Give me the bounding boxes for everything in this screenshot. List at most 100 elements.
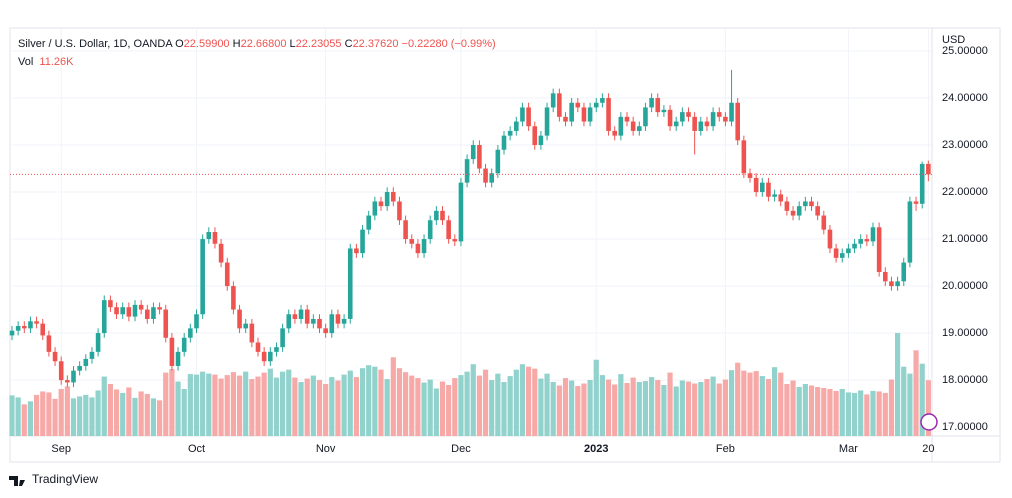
- volume-bar: [870, 390, 876, 436]
- candle-body: [34, 321, 39, 324]
- candle-body: [876, 227, 882, 272]
- volume-bar: [685, 381, 692, 436]
- candle-body: [569, 102, 574, 122]
- volume-bar: [612, 384, 618, 436]
- candle-body: [89, 351, 95, 359]
- candle-body: [833, 248, 839, 258]
- field-value: 22.66800: [240, 38, 287, 50]
- candles: [9, 69, 932, 388]
- candle-body: [926, 163, 931, 175]
- candle-body: [772, 194, 777, 197]
- candle-body: [600, 98, 605, 103]
- candle-body: [15, 326, 21, 331]
- chart-frame: [9, 27, 1001, 463]
- candle-body: [710, 112, 716, 127]
- candle-body: [218, 243, 224, 263]
- volume-bar: [267, 368, 273, 436]
- candle-body: [415, 243, 421, 254]
- volume-bar: [433, 388, 439, 436]
- volume-bar: [15, 397, 21, 436]
- field-value: 22.59900: [183, 38, 230, 50]
- candle-body: [716, 112, 722, 117]
- field-label: C: [344, 38, 353, 50]
- volume-bar: [790, 380, 796, 436]
- volume-bar: [716, 383, 722, 436]
- symbol-title: Silver / U.S. Dollar, 1D, OANDA: [18, 38, 173, 50]
- volume-label: Vol: [18, 56, 34, 68]
- volume-bar: [532, 368, 538, 436]
- volume-bar: [298, 382, 304, 436]
- candle-body: [323, 328, 328, 334]
- volume-bar: [605, 379, 612, 436]
- candle-body: [624, 116, 630, 122]
- volume-bar: [772, 367, 778, 436]
- candle-body: [22, 326, 27, 329]
- volume-bar: [593, 359, 599, 436]
- candle-body: [858, 239, 863, 244]
- candle-body: [40, 323, 46, 336]
- volume-bar: [83, 394, 89, 436]
- candle-body: [692, 116, 697, 131]
- volume-bar: [439, 381, 446, 436]
- candle-body: [889, 281, 894, 287]
- volume-bar: [759, 376, 765, 436]
- candle-body: [151, 307, 156, 319]
- candle-body: [145, 309, 150, 319]
- x-tick-label: Feb: [716, 443, 735, 455]
- volume-bar: [347, 370, 353, 436]
- volume-bar: [673, 386, 679, 436]
- volume-bar: [507, 376, 513, 436]
- candle-body: [575, 102, 581, 108]
- volume-bar: [46, 392, 52, 436]
- volume-bar: [489, 380, 495, 436]
- volume-bar: [624, 383, 630, 436]
- candle-body: [138, 304, 144, 310]
- volume-bar: [40, 391, 46, 436]
- volume-bar: [193, 374, 200, 436]
- volume-bar: [599, 375, 605, 436]
- x-tick-label: Oct: [188, 443, 205, 455]
- candle-body: [157, 307, 162, 310]
- candle-body: [809, 201, 814, 207]
- x-tick-label: Sep: [51, 443, 71, 455]
- volume-bar: [888, 379, 895, 436]
- volume-bar: [845, 392, 851, 436]
- candle-body: [784, 201, 790, 211]
- candle-body: [630, 121, 636, 131]
- candle-body: [895, 281, 900, 287]
- volume-bar: [925, 380, 931, 436]
- candle-body: [643, 107, 648, 127]
- candle-body: [329, 314, 335, 334]
- volume-bar: [808, 385, 815, 436]
- volume-bar: [735, 362, 741, 436]
- candle-body: [175, 351, 181, 366]
- candle-body: [427, 220, 433, 240]
- volume-bar: [901, 366, 907, 436]
- y-tick-label: 17.00000: [942, 421, 988, 433]
- volume-bar: [138, 391, 144, 436]
- tv-icon[interactable]: [920, 413, 938, 431]
- candle-body: [286, 314, 292, 329]
- candle-body: [9, 330, 15, 336]
- candle-body: [680, 112, 685, 122]
- volume-bar: [550, 382, 556, 436]
- candle-body: [378, 201, 384, 207]
- candle-body: [753, 177, 759, 193]
- volume-bar: [9, 395, 15, 436]
- candle-body: [550, 93, 556, 108]
- volume-bar: [796, 386, 802, 436]
- ohlc-fields: O22.59900 H22.66800 L22.23055 C22.37620: [172, 38, 398, 50]
- volume-bar: [882, 392, 888, 436]
- candle-body: [298, 309, 304, 319]
- candle-body: [212, 232, 218, 244]
- volume-bar: [292, 377, 298, 436]
- volume-bar: [575, 385, 581, 436]
- candle-body: [489, 173, 494, 183]
- volume-bar: [89, 397, 95, 436]
- candle-body: [354, 248, 359, 254]
- volume-bar: [876, 391, 882, 436]
- axes: 17.00000 18.00000 19.00000 20.00000 21.00000…: [51, 45, 987, 455]
- candle-body: [304, 309, 310, 324]
- volume-bar: [384, 379, 390, 436]
